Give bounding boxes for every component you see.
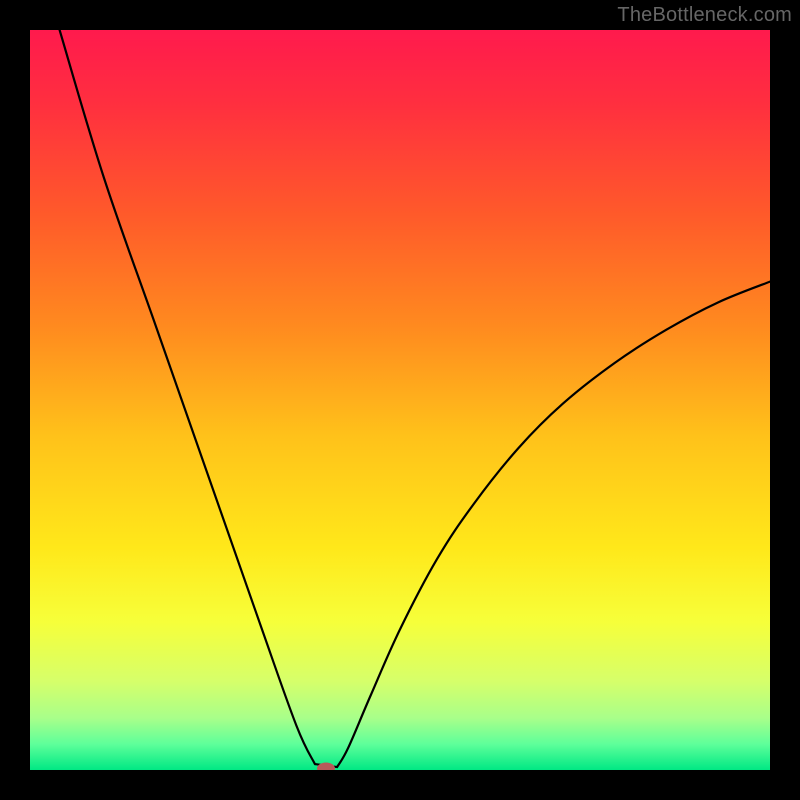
watermark-text: TheBottleneck.com bbox=[617, 4, 792, 27]
chart-container bbox=[30, 30, 770, 770]
chart-background bbox=[30, 30, 770, 770]
chart-svg bbox=[30, 30, 770, 770]
